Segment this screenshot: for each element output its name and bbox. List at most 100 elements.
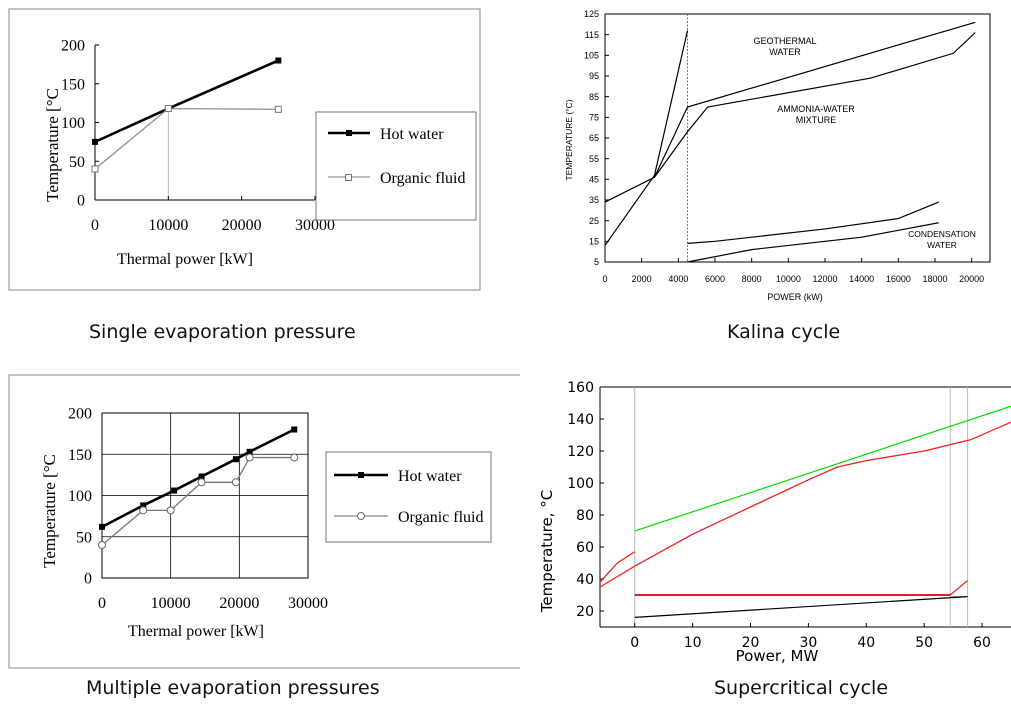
single-series-line [94, 59, 279, 144]
super-xtick: 10 [684, 635, 702, 651]
kalina-ytick: 35 [589, 195, 599, 205]
multiple-ytick: 100 [68, 488, 92, 505]
chart-supercritical-xlabel: Power, MW [736, 647, 819, 665]
kalina-xtick: 12000 [812, 274, 837, 284]
super-ytick: 80 [576, 508, 594, 524]
multiple-ytick: 50 [76, 529, 92, 546]
multiple-point [166, 506, 175, 515]
super-xtick: 40 [857, 635, 875, 651]
multiple-point [231, 478, 240, 487]
svg-text:Hot water: Hot water [398, 468, 462, 485]
kalina-ytick: 45 [589, 174, 599, 184]
kalina-ytick: 25 [589, 216, 599, 226]
multiple-xtick: 0 [98, 595, 106, 612]
chart-multiple-frame [8, 374, 520, 669]
chart-kalina-panel: TEMPERATURE (°C) POWER (kW) 0 2000 4000 600… [560, 0, 1011, 360]
kalina-ytick: 55 [589, 154, 599, 164]
chart-supercritical-ylabel: Temperature, °C [538, 490, 556, 614]
multiple-point [246, 448, 253, 455]
caption-single: Single evaporation pressure [89, 321, 356, 343]
multiple-point [245, 453, 254, 462]
multiple-point [99, 523, 105, 530]
multiple-xtick: 10000 [151, 595, 191, 612]
single-xtick: 0 [91, 217, 99, 234]
chart-multiple: Temperature [°C Thermal power [kW] 0 1000… [8, 374, 520, 669]
multiple-point [232, 456, 239, 463]
annotation-ammonia-water: AMMONIA-WATER [777, 104, 855, 114]
kalina-xtick: 2000 [632, 274, 652, 284]
single-ytick: 150 [61, 76, 85, 93]
chart-single-xlabel: Thermal power [kW] [117, 251, 253, 268]
chart-multiple-xlabel: Thermal power [kW] [128, 623, 264, 640]
single-ytick: 0 [77, 193, 85, 210]
kalina-xtick: 14000 [849, 274, 874, 284]
super-xtick: 20 [742, 635, 760, 651]
super-ytick: 100 [567, 476, 594, 492]
annotation-geothermal-water: WATER [769, 47, 801, 57]
caption-supercritical: Supercritical cycle [714, 677, 889, 699]
single-ytick: 100 [61, 115, 85, 132]
single-xtick: 20000 [222, 217, 262, 234]
annotation-condensation: CONDENSATION [908, 229, 976, 239]
super-series-line [634, 405, 1011, 532]
kalina-xtick: 4000 [668, 274, 688, 284]
kalina-ytick: 85 [589, 92, 599, 102]
multiple-ytick: 0 [84, 571, 92, 588]
super-xtick: 30 [799, 635, 817, 651]
kalina-ytick: 15 [589, 236, 599, 246]
kalina-ytick: 115 [585, 30, 599, 40]
single-point [274, 105, 282, 113]
super-xtick: 50 [915, 635, 933, 651]
kalina-xtick: 10000 [776, 274, 801, 284]
annotation-geothermal: GEOTHERMAL [753, 36, 816, 46]
kalina-xtick: 16000 [886, 274, 911, 284]
super-ytick: 60 [576, 540, 594, 556]
multiple-point [140, 502, 147, 509]
super-series-line [634, 596, 968, 618]
single-point [164, 105, 172, 113]
legend-item-hot-water-multi: Hot water [334, 468, 462, 485]
chart-single-frame [8, 8, 481, 291]
single-point [92, 138, 98, 145]
multiple-xtick: 20000 [219, 595, 259, 612]
kalina-series-line [604, 30, 689, 246]
kalina-xtick: 0 [602, 274, 607, 284]
super-ytick: 20 [576, 604, 594, 620]
multiple-point [198, 473, 205, 480]
kalina-ytick: 105 [584, 50, 599, 60]
super-series-line [949, 580, 968, 596]
caption-kalina: Kalina cycle [727, 321, 841, 343]
multiple-point [290, 453, 299, 462]
single-point [275, 57, 282, 64]
super-xtick: 60 [973, 635, 991, 651]
multiple-ytick: 200 [68, 406, 92, 423]
chart-multiple-panel: Temperature [°C Thermal power [kW] 0 1000… [0, 365, 520, 704]
kalina-xtick: 18000 [922, 274, 947, 284]
svg-text:Hot water: Hot water [380, 126, 444, 143]
multiple-xtick: 30000 [288, 595, 328, 612]
legend-item-hot-water: Hot water [328, 126, 444, 143]
multiple-point [139, 506, 148, 515]
svg-text:Organic fluid: Organic fluid [398, 509, 483, 526]
single-ytick: 50 [69, 154, 85, 171]
kalina-series-line [654, 32, 976, 178]
super-ytick: 40 [576, 572, 594, 588]
kalina-ytick: 75 [589, 112, 599, 122]
kalina-ytick: 65 [589, 133, 599, 143]
legend-item-organic-fluid-multi: Organic fluid [334, 509, 483, 526]
single-ytick: 200 [61, 38, 85, 55]
multiple-point [171, 487, 178, 494]
chart-kalina-xlabel: POWER (kW) [767, 292, 823, 302]
chart-multiple-legend [325, 451, 492, 543]
kalina-xtick: 20000 [959, 274, 984, 284]
multiple-point [98, 541, 106, 549]
kalina-series-line [687, 222, 939, 263]
single-series-line [94, 107, 279, 170]
chart-supercritical-panel: Temperature, °C Power, MW 0 10 20 30 40 50 60 2… [530, 365, 1011, 704]
single-point [91, 165, 99, 173]
chart-single-ylabel: Temperature [°C [43, 88, 62, 202]
multiple-series-line [101, 428, 295, 529]
kalina-xtick: 8000 [742, 274, 762, 284]
chart-kalina-ylabel: TEMPERATURE (°C) [564, 99, 574, 180]
kalina-series-line [687, 201, 939, 244]
